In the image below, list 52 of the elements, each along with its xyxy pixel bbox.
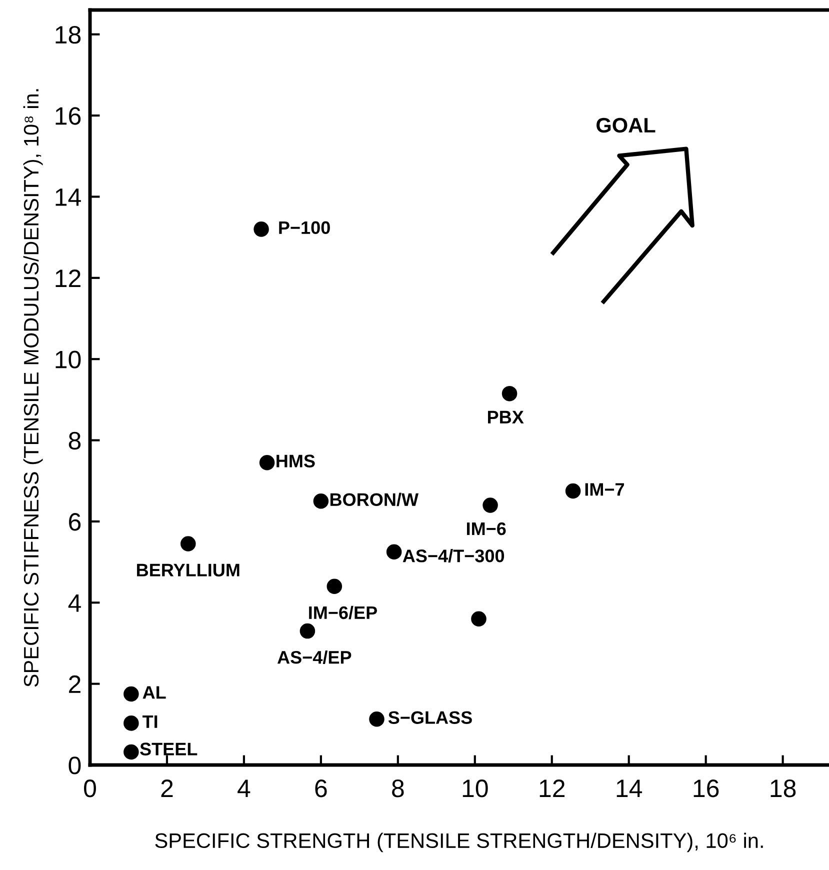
point xyxy=(124,744,139,760)
y-tick-label: 16 xyxy=(56,107,81,125)
point xyxy=(326,578,342,594)
y-tick-label: 14 xyxy=(56,188,81,206)
annotation: IM−6 xyxy=(467,522,506,536)
point xyxy=(369,711,384,727)
point xyxy=(482,498,498,513)
annotation: BERYLLIUM xyxy=(137,564,240,576)
point xyxy=(471,611,486,627)
x-axis-title: SPECIFIC STRENGTH (TENSILE STRENGTH/DENSITY), 10⁶ in. xyxy=(155,832,763,852)
point xyxy=(300,623,316,639)
x-tick-label: 8 xyxy=(392,780,404,798)
annotation: AS−4/EP xyxy=(277,650,352,664)
annotation: GOAL xyxy=(596,118,656,133)
annotation: S−GLASS xyxy=(388,711,472,724)
x-tick-label: 6 xyxy=(315,780,327,798)
x-tick-label: 10 xyxy=(462,780,488,798)
point xyxy=(124,686,139,702)
point xyxy=(124,716,139,731)
y-axis-title: SPECIFIC STIFFNESS (TENSILE MODULUS/DENSITY), 10⁸ in. xyxy=(23,89,43,687)
point xyxy=(502,386,518,402)
y-tick-label: 12 xyxy=(56,270,80,287)
annotation: TI xyxy=(142,715,158,728)
annotation: BORON/W xyxy=(330,492,419,506)
x-tick-label: 2 xyxy=(161,780,173,798)
x-tick-label: 4 xyxy=(238,780,250,798)
x-tick-label: 16 xyxy=(694,780,719,798)
x-tick-label: 0 xyxy=(84,780,96,798)
x-tick-label: 18 xyxy=(770,780,796,798)
annotation: P−100 xyxy=(279,221,330,234)
y-tick-label: 18 xyxy=(56,26,81,44)
annotation: HMS xyxy=(276,454,315,468)
point xyxy=(386,544,402,560)
point xyxy=(565,483,581,499)
y-tick-label: 10 xyxy=(56,350,81,368)
point xyxy=(259,454,275,470)
x-tick-label: 14 xyxy=(616,780,642,798)
y-tick-label: 6 xyxy=(69,513,81,531)
point xyxy=(254,222,269,237)
annotation: PBX xyxy=(488,410,524,424)
x-tick-label: 12 xyxy=(540,780,565,798)
annotation: IM−6/EP xyxy=(309,606,377,620)
y-tick-label: 4 xyxy=(68,594,81,612)
y-tick-label: 0 xyxy=(68,756,81,774)
annotation: IM−7 xyxy=(585,483,624,496)
point xyxy=(180,536,196,552)
y-tick-label: 8 xyxy=(68,432,81,450)
annotation: AS−4/T−300 xyxy=(402,549,504,562)
annotation: AL xyxy=(142,686,166,699)
point xyxy=(313,494,329,509)
y-tick-label: 2 xyxy=(69,675,80,693)
annotation: STEEL xyxy=(140,742,198,756)
